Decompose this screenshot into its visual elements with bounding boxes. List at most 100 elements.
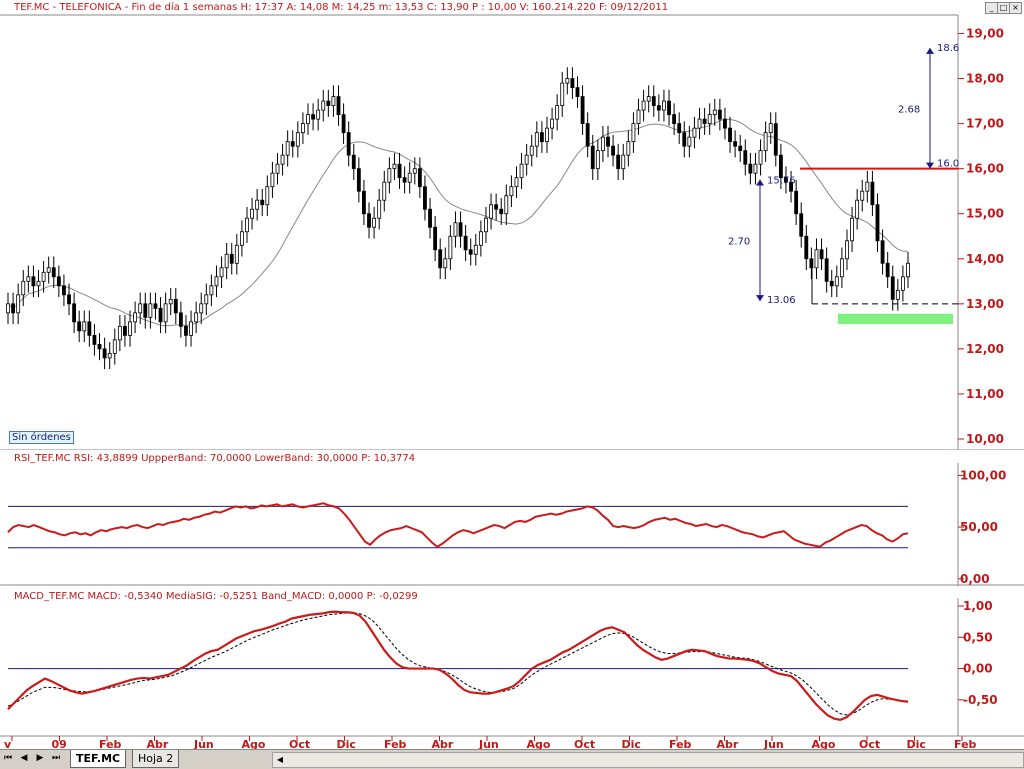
candle-body — [148, 303, 153, 318]
candle-body — [870, 181, 875, 206]
candle-body — [799, 213, 804, 237]
candle-body — [834, 276, 839, 287]
macd-chart[interactable]: -0,50 0,00 0,50 1,00 v 09 Feb Abr Jun Ago Oct Dic F… — [0, 586, 1024, 749]
date-tick-label: Feb — [669, 738, 692, 749]
close-button[interactable]: × — [1009, 2, 1022, 14]
date-tick-label: Feb — [954, 738, 977, 749]
candle-body — [651, 96, 656, 106]
tab-hoja-2[interactable]: Hoja 2 — [132, 750, 180, 768]
candle-body — [11, 303, 16, 314]
candle-body — [611, 145, 616, 156]
candle-body — [514, 177, 519, 188]
candle-body — [672, 114, 677, 125]
date-tick-label: Jun — [763, 738, 784, 749]
next-sheet-icon[interactable]: ▶ — [36, 753, 44, 763]
candle-body — [509, 186, 514, 197]
rsi-chart[interactable]: 0,00 50,00 100,00 — [0, 451, 1024, 586]
candle-body — [773, 123, 778, 156]
candle-body — [895, 289, 900, 300]
orders-badge[interactable]: Sin órdenes — [9, 431, 74, 444]
candle-body — [138, 303, 143, 314]
maximize-button[interactable]: □ — [997, 2, 1010, 14]
scroll-left-icon[interactable]: ◀ — [276, 755, 284, 764]
candle-body — [606, 136, 610, 147]
candle-body — [428, 208, 432, 228]
candle-body — [753, 163, 758, 174]
candle-body — [255, 199, 260, 210]
candle-body — [499, 208, 504, 215]
candle-body — [784, 177, 788, 183]
candle-body — [743, 150, 748, 165]
candle-body — [636, 109, 641, 125]
macd-tick-label: 0,50 — [963, 630, 993, 644]
first-sheet-icon[interactable]: ⏮ — [3, 753, 13, 763]
sheet-tab-bar: ⏮ ◀ ▶ ⏭ TEF.MC Hoja 2 ◀ — [0, 749, 1024, 769]
candle-body — [97, 343, 102, 350]
date-tick-label: Abr — [147, 738, 169, 749]
candle-body — [316, 109, 321, 120]
candle-body — [865, 181, 870, 192]
date-tick-label: Jun — [478, 738, 499, 749]
candle-body — [209, 285, 214, 296]
candle-body — [143, 303, 148, 318]
candle-body — [809, 258, 814, 269]
rsi-line — [7, 502, 909, 548]
date-tick-label: 09 — [52, 738, 67, 749]
candle-body — [712, 109, 717, 116]
price-tick-label: 19,00 — [966, 27, 1004, 41]
candle-body — [300, 123, 305, 134]
candle-body — [21, 280, 26, 296]
date-tick-label: Oct — [289, 738, 310, 749]
candle-body — [92, 334, 97, 345]
candle-body — [880, 240, 885, 264]
candle-body — [453, 222, 458, 237]
price-tick-label: 14,00 — [966, 252, 1004, 266]
candle-body — [906, 262, 910, 278]
candle-body — [362, 190, 366, 215]
candle-body — [306, 114, 310, 125]
candle-body — [204, 294, 209, 305]
candle-body — [829, 280, 834, 287]
date-tick-label: Oct — [574, 738, 595, 749]
horizontal-scrollbar[interactable]: ◀ — [272, 752, 1024, 768]
candle-body — [184, 325, 188, 336]
candle-body — [72, 303, 77, 323]
candle-body — [819, 249, 824, 260]
candle-body — [555, 105, 560, 120]
candle-body — [392, 163, 397, 170]
last-sheet-icon[interactable]: ⏭ — [51, 753, 61, 763]
candle-body — [641, 100, 646, 111]
candle-body — [341, 114, 346, 134]
candle-body — [692, 127, 697, 138]
upper-target-label: 18.6 — [937, 43, 959, 54]
candle-body — [794, 190, 799, 215]
candle-body — [367, 213, 371, 228]
price-tick-label: 10,00 — [966, 432, 1004, 446]
candle-body — [768, 123, 773, 134]
candle-body — [443, 258, 448, 269]
candle-body — [295, 132, 300, 147]
macd-title: MACD_TEF.MC MACD: -0,5340 MediaSIG: -0,5… — [14, 591, 418, 602]
prev-sheet-icon[interactable]: ◀ — [20, 753, 28, 763]
candle-body — [168, 298, 173, 305]
candle-body — [473, 244, 478, 255]
candle-body — [850, 217, 854, 242]
candle-body — [890, 276, 895, 300]
candle-body — [585, 123, 590, 147]
upper-arrowhead-icon — [926, 47, 934, 54]
candle-body — [616, 154, 621, 170]
price-tick-label: 11,00 — [966, 387, 1004, 401]
lower-move-label: 2.70 — [728, 236, 750, 247]
candle-body — [412, 168, 417, 174]
price-chart[interactable]: 10,00 11,00 12,00 13,00 14,00 15,00 16,00 17,00… — [0, 0, 1024, 450]
candle-body — [478, 231, 483, 246]
tab-tef-mc[interactable]: TEF.MC — [70, 750, 127, 768]
candle-body — [214, 276, 219, 287]
candle-body — [667, 100, 671, 116]
candle-body — [717, 109, 722, 120]
candle-body — [504, 195, 509, 215]
candle-body — [36, 280, 41, 287]
candle-body — [77, 321, 82, 332]
candle-body — [839, 258, 844, 278]
candle-body — [855, 199, 860, 219]
